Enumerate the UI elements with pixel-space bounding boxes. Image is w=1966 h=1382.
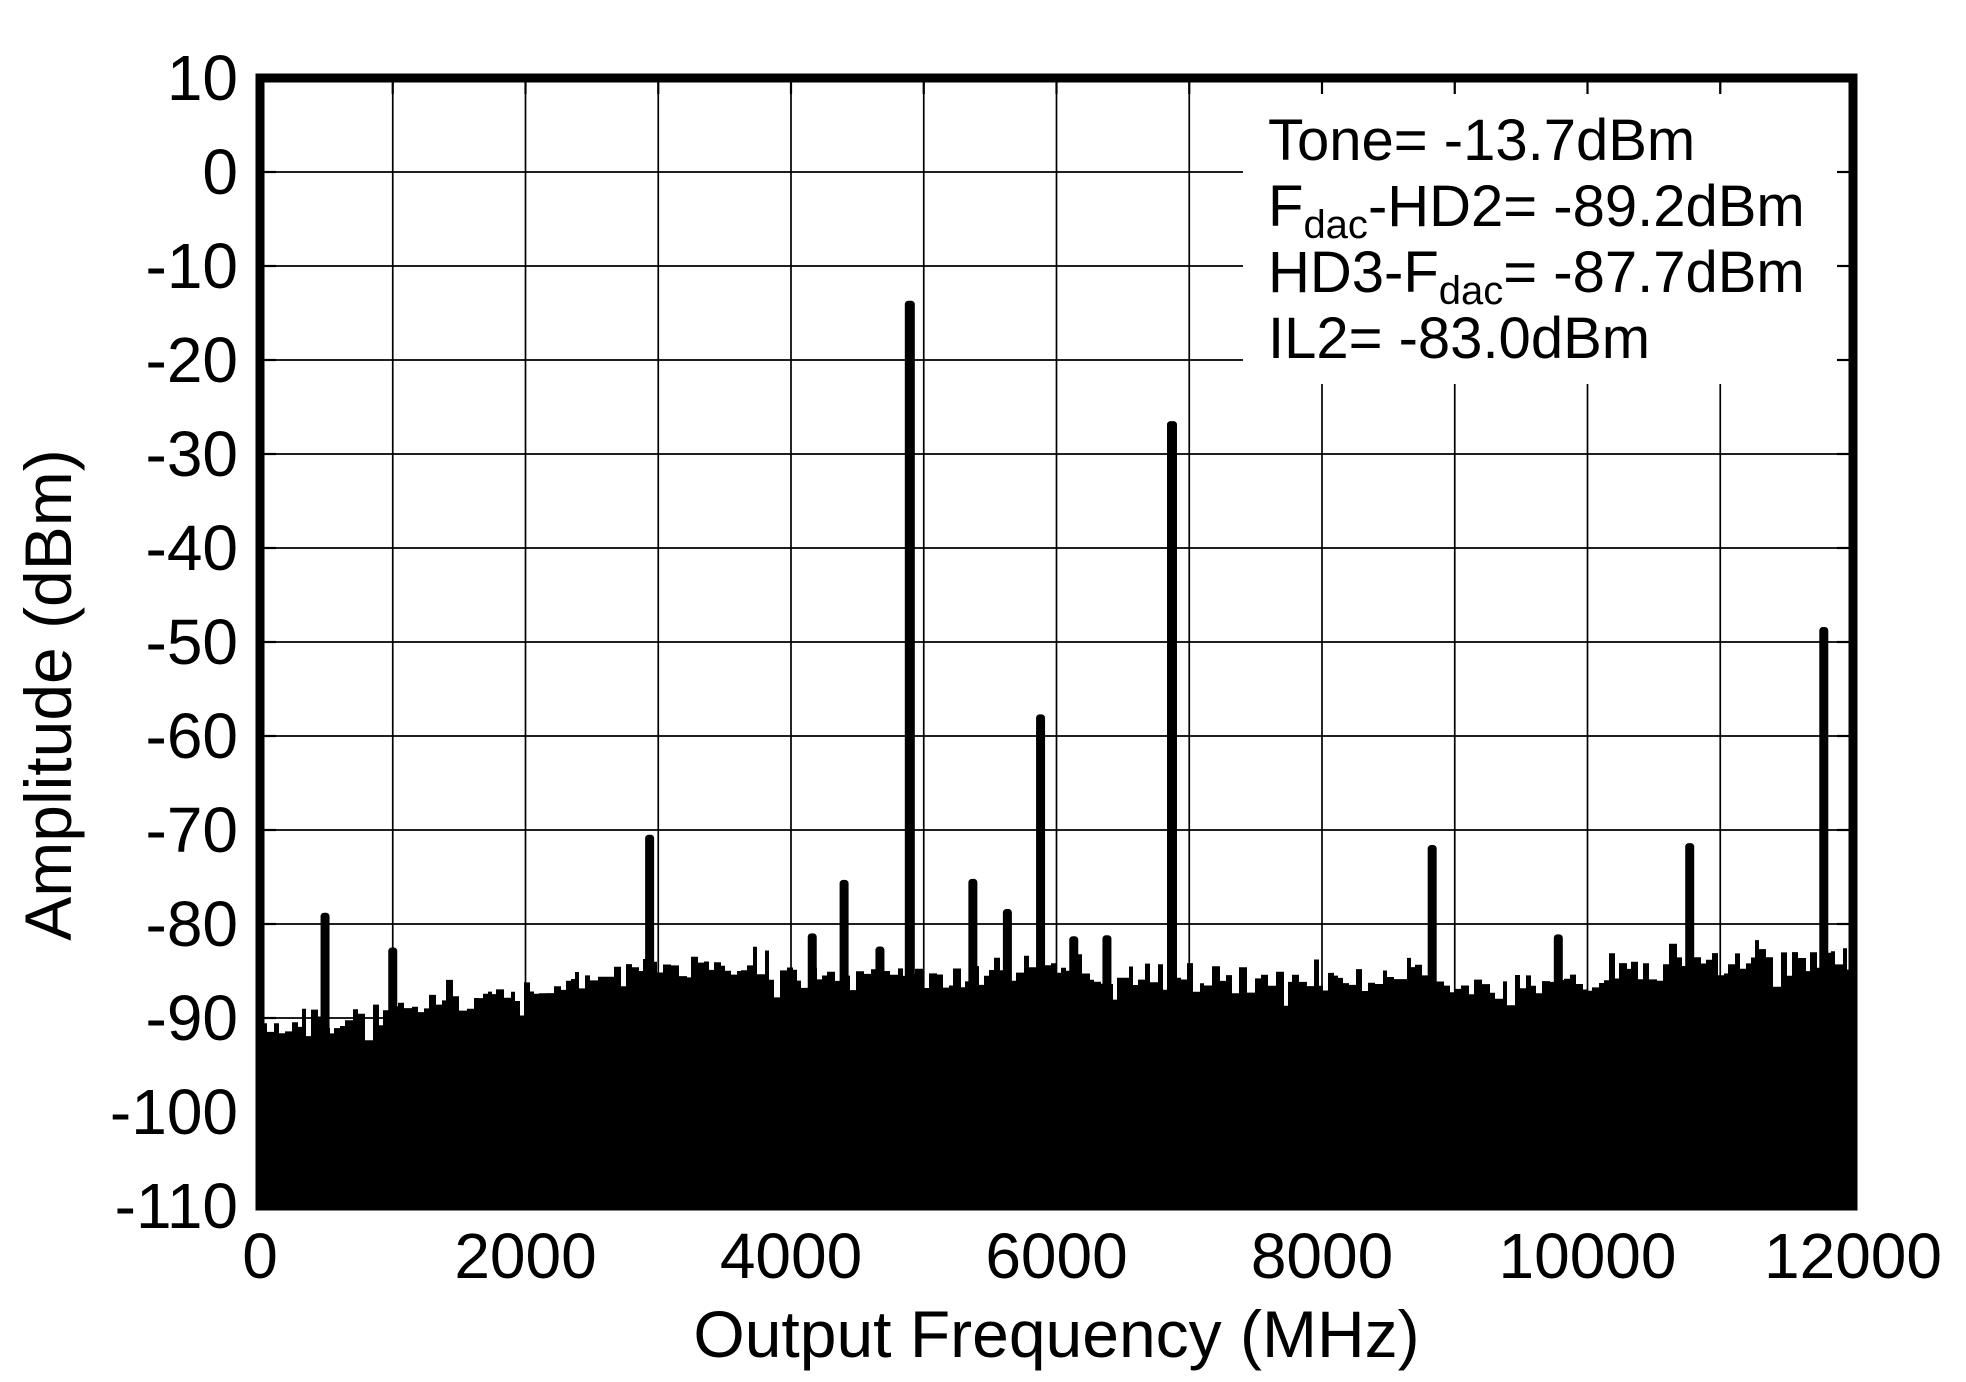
x-tick-label: 10000 (1499, 1220, 1677, 1292)
spur-bar (1069, 936, 1079, 1206)
spur-bar (1685, 843, 1695, 1206)
y-tick-label: -50 (146, 606, 239, 678)
y-tick-label: -80 (146, 888, 239, 960)
spur-bar (1819, 626, 1829, 1206)
y-tick-label: -100 (110, 1076, 238, 1148)
spur-bar (388, 947, 398, 1206)
spur-bar (904, 300, 915, 1206)
spur-bar (1002, 908, 1012, 1206)
x-tick-label: 6000 (985, 1220, 1127, 1292)
spur-bar (968, 878, 978, 1206)
spur-bar (1553, 934, 1563, 1206)
y-tick-label: -110 (115, 1170, 238, 1242)
y-axis-title: Amplitude (dBm) (11, 449, 85, 941)
x-tick-label: 4000 (720, 1220, 862, 1292)
spur-bar (1102, 935, 1112, 1206)
y-tick-label: -10 (146, 230, 239, 302)
y-tick-label: 0 (202, 136, 238, 208)
spur-bar (839, 879, 849, 1206)
spur-bar (1427, 845, 1437, 1206)
x-tick-label: 0 (242, 1220, 278, 1292)
spur-bar (875, 946, 885, 1206)
spur-bar (1166, 421, 1177, 1207)
x-axis-title: Output Frequency (MHz) (693, 1297, 1420, 1371)
y-tick-label: -40 (146, 512, 239, 584)
spur-bar (645, 834, 655, 1206)
y-tick-label: -60 (146, 700, 239, 772)
spur-bar (807, 933, 817, 1206)
noise-floor-fill (260, 940, 1853, 1206)
x-tick-label: 8000 (1251, 1220, 1393, 1292)
legend-line: IL2= -83.0dBm (1268, 306, 1650, 371)
y-tick-label: -90 (146, 982, 239, 1054)
legend-background (1243, 92, 1846, 384)
y-tick-label: 10 (167, 42, 238, 114)
spur-bar (320, 912, 330, 1206)
y-tick-label: -20 (146, 324, 239, 396)
x-tick-label: 2000 (454, 1220, 596, 1292)
x-tick-label: 12000 (1764, 1220, 1942, 1292)
y-tick-label: -30 (146, 418, 239, 490)
legend-line: Fdac​-HD2= -89.2dBm (1268, 174, 1805, 247)
spur-bar (1036, 714, 1046, 1206)
legend-line: HD3-Fdac​= -87.7dBm (1268, 240, 1805, 313)
legend-line: Tone= -13.7dBm (1268, 108, 1695, 173)
y-tick-label: -70 (146, 794, 239, 866)
